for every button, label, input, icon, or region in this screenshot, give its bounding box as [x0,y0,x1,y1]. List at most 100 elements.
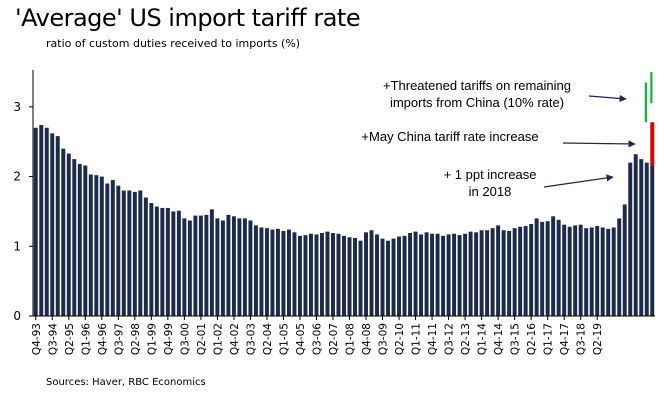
bar-23 [160,207,165,316]
bar-15 [116,185,121,316]
bar-47 [292,232,297,316]
y-tick-label-2: 2 [13,170,21,184]
source-note: Sources: Haver, RBC Economics [46,377,206,388]
annotation-1ppt-line2: in 2018 [468,184,512,199]
x-tick-label-21: Q3-09 [378,323,390,355]
x-tick-label-2: Q2-95 [64,323,76,355]
annotation-may-china: +May China tariff rate increase [345,128,555,145]
bar-84 [496,225,501,316]
bar-12 [99,176,104,316]
bar-96 [562,224,567,316]
bar-37 [237,218,242,316]
bar-67 [402,235,407,316]
bar-85 [501,230,506,316]
bar-56 [342,235,346,316]
bar-80 [474,232,479,316]
bar-63 [380,238,385,316]
bar-57 [347,237,352,316]
bar-44 [275,228,280,316]
y-tick-label-0: 0 [13,309,21,323]
x-tick-label-23: Q1-11 [411,323,423,355]
bar-4 [55,136,60,316]
bar-50 [308,233,313,316]
bar-101 [589,227,594,316]
annotation-threatened-line1: +Threatened tariffs on remaining [382,78,571,93]
bar-6 [66,153,71,316]
x-tick-label-1: Q3-94 [47,323,59,355]
chart-subtitle: ratio of custom duties received to impor… [46,37,301,50]
y-tick-label-3: 3 [13,100,21,114]
x-tick-label-32: Q4-17 [559,323,571,355]
x-tick-label-6: Q2-98 [130,323,142,355]
bar-79 [468,231,473,316]
bar-32 [209,209,214,316]
bar-1 [39,124,44,316]
bar-89 [523,226,528,316]
x-tick-label-29: Q3-15 [510,323,522,355]
y-tick-label-1: 1 [13,239,21,253]
annotation-threatened: +Threatened tariffs on remaining imports… [362,77,592,111]
bar-24 [165,207,170,316]
bar-14 [110,180,115,316]
bar-103 [600,227,605,316]
bar-17 [127,190,132,316]
x-tick-label-24: Q4-11 [427,323,439,355]
x-tick-label-17: Q3-06 [311,323,323,355]
x-tick-label-4: Q4-96 [97,323,109,355]
bar-31 [204,214,209,316]
bar-94 [551,216,556,316]
x-tick-label-25: Q3-12 [444,323,456,355]
bar-86 [507,230,512,316]
x-tick-label-27: Q1-14 [477,323,489,355]
bar-109 [633,154,638,316]
bar-95 [556,219,561,316]
bar-30 [198,215,203,316]
bar-11 [94,175,99,316]
bar-21 [149,203,154,316]
x-tick-label-33: Q3-18 [576,323,588,355]
bar-87 [512,228,517,316]
bar-78 [463,233,468,316]
annotation-arrow-0 [588,94,627,103]
x-tick-label-10: Q2-01 [196,323,208,355]
annotation-threatened-line2: imports from China (10% rate) [389,95,565,110]
bar-46 [286,229,291,316]
bar-35 [226,214,231,316]
bar-series [33,124,655,317]
bar-71 [424,232,429,316]
bar-59 [358,240,363,316]
bar-9 [83,165,88,316]
bar-39 [248,220,253,316]
bar-107 [622,204,627,316]
bar-54 [331,233,335,316]
bar-3 [50,133,55,316]
bar-83 [490,228,495,316]
bar-29 [193,215,198,316]
x-tick-label-12: Q4-02 [229,323,241,355]
x-tick-label-31: Q1-17 [543,323,555,355]
bar-55 [336,233,341,316]
bar-88 [518,226,523,316]
bar-overlay-green-0 [644,82,647,123]
bar-7 [72,159,77,316]
bar-0 [33,127,38,317]
x-tick-label-9: Q3-00 [179,323,191,355]
annotation-1ppt-line1: + 1 ppt increase [443,167,537,182]
annotation-arrows [543,94,636,188]
bar-105 [611,227,616,316]
bar-70 [419,234,424,316]
bar-16 [121,190,126,316]
bar-62 [375,234,379,316]
axes: 0 1 2 3 Q4-93 Q3-94 Q2-95 Q1-96 Q4-96 Q3-97 Q2-98 Q… [13,70,655,355]
bar-104 [606,228,611,316]
chart-title: 'Average' US import tariff rate [15,4,361,32]
x-tick-label-16: Q4-05 [295,323,307,355]
bar-53 [325,231,330,316]
x-tick-label-34: Q2-19 [592,323,604,355]
annotation-arrow-2 [543,174,614,188]
bar-108 [628,162,633,316]
bar-13 [105,183,110,316]
bar-2 [44,127,49,317]
bar-28 [187,220,192,316]
bar-51 [314,234,319,316]
